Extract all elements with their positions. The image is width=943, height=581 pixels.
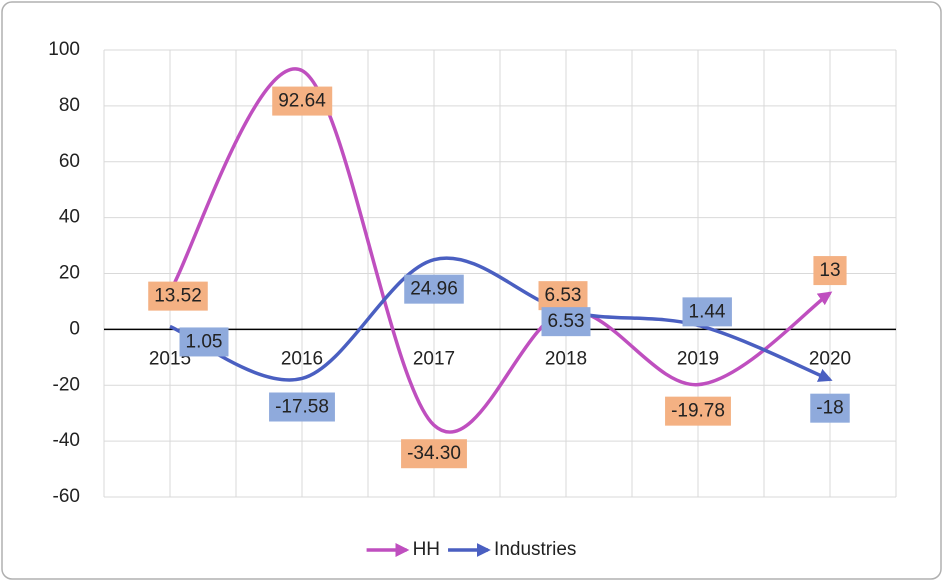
data-label: -17.58 <box>269 392 335 422</box>
data-label-box <box>813 256 847 286</box>
y-tick-label: 80 <box>59 95 80 116</box>
series-line <box>169 256 833 382</box>
data-label: 13.52 <box>148 281 208 311</box>
y-tick-label: 0 <box>69 318 80 339</box>
x-tick-label: 2019 <box>677 348 719 369</box>
data-label: -34.30 <box>401 439 467 469</box>
legend: HH Industries <box>366 539 576 560</box>
data-label: 1.44 <box>682 297 732 327</box>
data-label-text: -17.58 <box>275 397 329 418</box>
x-tick-label: 2016 <box>281 348 323 369</box>
y-tick-label: -20 <box>53 374 80 395</box>
data-label: 13 <box>813 256 847 286</box>
data-label: 92.64 <box>272 86 333 116</box>
data-label-box <box>179 327 229 357</box>
data-label-box <box>682 297 732 327</box>
data-label-text: 6.53 <box>545 285 582 306</box>
y-tick-label: 100 <box>48 39 80 60</box>
data-label-text: 13.52 <box>154 286 202 307</box>
data-label-box <box>401 439 467 469</box>
data-label-text: -19.78 <box>671 401 725 422</box>
y-tick-label: 20 <box>59 263 80 284</box>
data-label-text: 24.96 <box>410 279 458 300</box>
data-label-box <box>148 281 208 311</box>
x-tick-label: 2018 <box>545 348 587 369</box>
y-tick-label: -60 <box>53 486 80 507</box>
data-label-box <box>538 281 588 311</box>
data-label-text: -34.30 <box>407 443 461 464</box>
data-label-text: 92.64 <box>278 91 326 112</box>
data-label-box <box>665 396 731 426</box>
data-label-text: 13 <box>819 260 840 281</box>
y-tick-label: -40 <box>53 430 80 451</box>
legend-label: HH <box>413 539 440 560</box>
x-tick-label: 2020 <box>809 348 851 369</box>
data-label: 6.53 <box>538 281 588 311</box>
data-label-text: 1.44 <box>689 301 726 322</box>
data-label: -19.78 <box>665 396 731 426</box>
data-label-text: -18 <box>816 398 843 419</box>
data-label: 24.96 <box>404 274 464 304</box>
data-label-box <box>269 392 335 422</box>
data-label-box <box>810 393 850 423</box>
y-tick-label: 40 <box>59 207 80 228</box>
data-label-text: 1.05 <box>186 331 223 352</box>
series-line <box>168 67 833 434</box>
data-label: 6.53 <box>541 307 591 337</box>
data-label-text: 6.53 <box>548 311 585 332</box>
data-label: -18 <box>810 393 850 423</box>
data-label-box <box>404 274 464 304</box>
data-label: 1.05 <box>179 327 229 357</box>
y-tick-label: 60 <box>59 151 80 172</box>
x-tick-label: 2017 <box>413 348 455 369</box>
data-label-box <box>272 86 333 116</box>
legend-label: Industries <box>494 539 576 560</box>
data-label-box <box>541 307 591 337</box>
